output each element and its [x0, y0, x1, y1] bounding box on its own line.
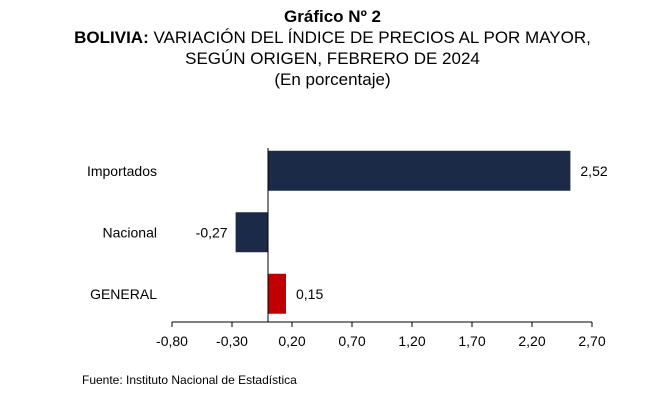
x-tick-label: 2,70 [578, 333, 605, 349]
category-label: GENERAL [90, 286, 157, 302]
source-note: Fuente: Instituto Nacional de Estadístic… [82, 373, 297, 387]
bar [235, 212, 268, 253]
chart-title-country: BOLIVIA: [74, 28, 149, 47]
x-tick-label: 1,20 [398, 333, 425, 349]
x-tick-label: -0,80 [156, 333, 188, 349]
chart-subtitle: (En porcentaje) [274, 70, 391, 89]
bar [268, 150, 571, 191]
data-label: 2,52 [580, 163, 607, 179]
chart-title-main: VARIACIÓN DEL ÍNDICE DE PRECIOS AL POR M… [148, 28, 591, 47]
x-tick-label: -0,30 [216, 333, 248, 349]
x-tick-label: 2,20 [518, 333, 545, 349]
x-tick-label: 1,70 [458, 333, 485, 349]
chart-title-block: Gráfico Nº 2 BOLIVIA: VARIACIÓN DEL ÍNDI… [0, 6, 665, 90]
data-label: -0,27 [196, 224, 228, 240]
category-label: Nacional [103, 224, 157, 240]
x-tick-label: 0,70 [338, 333, 365, 349]
bar [268, 273, 286, 314]
chart-number: Gráfico Nº 2 [284, 7, 381, 26]
chart-title-line2: BOLIVIA: VARIACIÓN DEL ÍNDICE DE PRECIOS… [0, 27, 665, 48]
chart-title-line3: SEGÚN ORIGEN, FEBRERO DE 2024 [185, 49, 480, 68]
category-label: Importados [87, 163, 157, 179]
x-tick-label: 0,20 [278, 333, 305, 349]
data-label: 0,15 [296, 286, 323, 302]
